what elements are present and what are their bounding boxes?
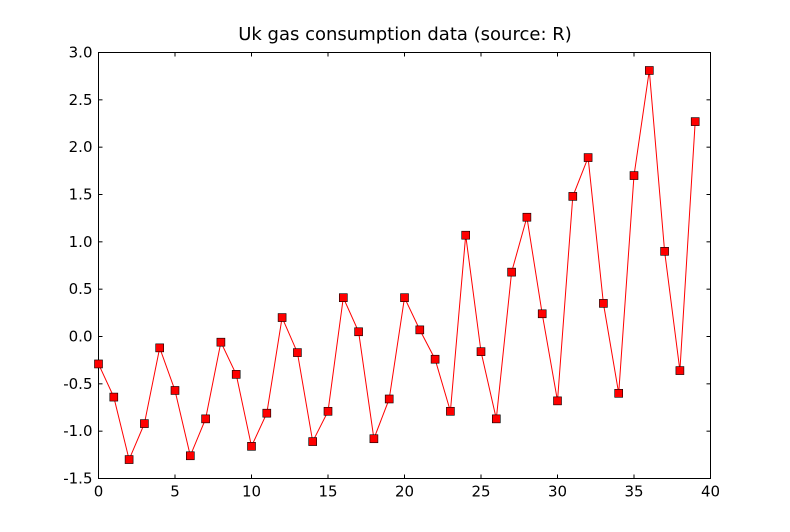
x-tick-label: 35 bbox=[624, 483, 643, 501]
data-point bbox=[446, 406, 455, 416]
data-point bbox=[675, 366, 685, 375]
data-point bbox=[354, 327, 363, 337]
data-point bbox=[201, 414, 210, 424]
data-point bbox=[293, 348, 302, 357]
y-tick-label: 0.0 bbox=[69, 328, 93, 346]
x-tick-label: 20 bbox=[395, 483, 414, 501]
data-point bbox=[522, 212, 532, 222]
data-point bbox=[644, 66, 654, 75]
y-tick-label: -1.5 bbox=[63, 470, 92, 488]
series-line bbox=[98, 70, 696, 462]
data-point bbox=[124, 455, 134, 464]
data-point bbox=[323, 406, 333, 416]
data-point bbox=[262, 408, 272, 418]
data-point bbox=[660, 247, 669, 256]
x-tick-label: 15 bbox=[318, 483, 337, 501]
y-tick-label: -1.0 bbox=[63, 422, 92, 440]
data-point bbox=[400, 293, 409, 302]
x-tick-label: 40 bbox=[701, 483, 720, 501]
data-point bbox=[583, 153, 593, 162]
data-point bbox=[629, 171, 639, 180]
data-point bbox=[338, 293, 348, 302]
data-point bbox=[170, 386, 180, 395]
y-tick-label: 1.0 bbox=[69, 233, 93, 251]
chart-title: Uk gas consumption data (source: R) bbox=[238, 24, 572, 45]
data-point bbox=[231, 370, 241, 379]
data-point bbox=[247, 442, 256, 451]
y-tick-label: 1.5 bbox=[69, 186, 93, 204]
y-tick-labels: -1.5 -1.0 -0.5 0.0 0.5 1.0 1.5 2.0 2.5 3.0 bbox=[63, 44, 92, 488]
y-tick-label: 0.5 bbox=[69, 280, 93, 298]
x-tick-label: 0 bbox=[94, 483, 104, 501]
y-tick-label: 2.0 bbox=[69, 138, 93, 156]
y-tick-label: 2.5 bbox=[69, 91, 93, 109]
data-point bbox=[308, 437, 318, 446]
data-point bbox=[614, 388, 624, 398]
data-point bbox=[491, 414, 501, 424]
y-tick-label: -0.5 bbox=[63, 375, 92, 393]
x-tick-label: 25 bbox=[471, 483, 490, 501]
data-point bbox=[109, 392, 119, 402]
x-tick-label: 5 bbox=[170, 483, 180, 501]
data-point bbox=[140, 419, 149, 428]
series-layer bbox=[94, 66, 700, 464]
axis-ticks bbox=[98, 52, 711, 479]
data-point bbox=[155, 343, 164, 353]
y-tick-label: 3.0 bbox=[69, 44, 93, 62]
plot-area-frame bbox=[98, 52, 711, 479]
data-point bbox=[599, 299, 608, 308]
data-point bbox=[690, 117, 700, 126]
data-point bbox=[553, 396, 562, 406]
x-tick-label: 10 bbox=[242, 483, 261, 501]
data-point bbox=[461, 230, 471, 240]
data-point bbox=[94, 359, 103, 369]
data-point bbox=[216, 337, 226, 347]
data-point bbox=[384, 394, 394, 404]
data-point bbox=[430, 354, 440, 364]
data-point bbox=[568, 192, 578, 201]
data-point bbox=[186, 451, 195, 461]
data-point bbox=[415, 325, 425, 335]
data-point bbox=[537, 309, 547, 319]
x-tick-label: 30 bbox=[548, 483, 567, 501]
data-point bbox=[277, 313, 287, 322]
data-point bbox=[476, 347, 486, 356]
data-point bbox=[369, 434, 379, 444]
x-tick-labels: 0 5 10 15 20 25 30 35 40 bbox=[94, 483, 720, 501]
data-point bbox=[507, 267, 516, 277]
